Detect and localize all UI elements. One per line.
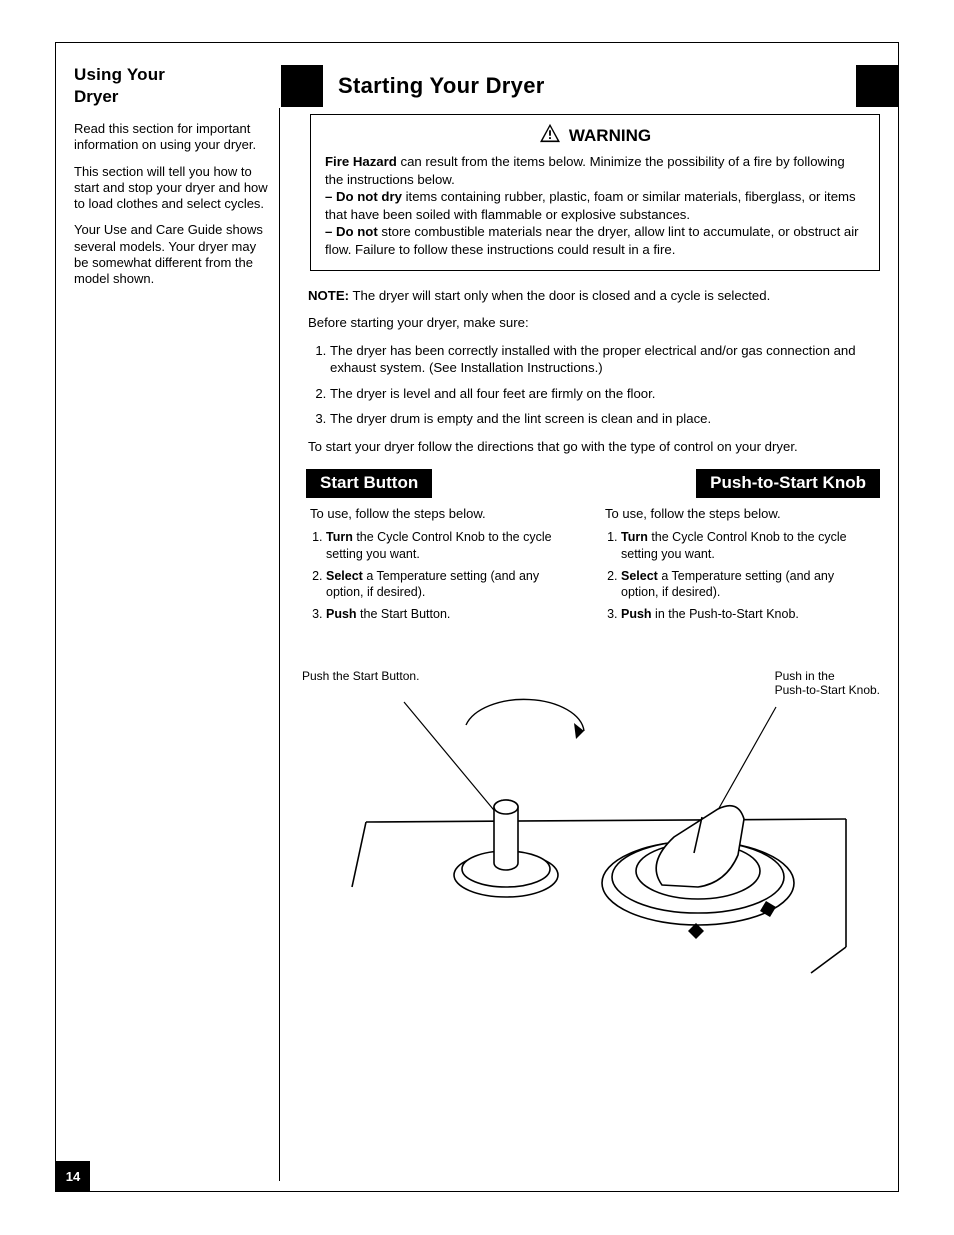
warning-line-3: – Do not store combustible materials nea…: [325, 223, 865, 258]
warning-bold-1: Fire Hazard: [325, 154, 397, 169]
left-col-lead: To use, follow the steps below.: [310, 506, 579, 523]
left-instructions-col: To use, follow the steps below. Turn the…: [308, 506, 585, 632]
after-steps-text: To start your dryer follow the direction…: [308, 438, 878, 455]
warning-head-text: WARNING: [569, 125, 651, 147]
prep-steps-list: The dryer has been correctly installed w…: [330, 342, 876, 428]
warning-bold-3: – Do not: [325, 224, 378, 239]
right-col-lead: To use, follow the steps below.: [605, 506, 874, 523]
sidebar-para-3: Your Use and Care Guide shows several mo…: [74, 222, 269, 287]
subhead-left: Start Button: [306, 469, 432, 498]
vertical-divider: [279, 108, 280, 1181]
sidebar-title-line2: Dryer: [74, 87, 269, 107]
note-paragraph: NOTE: The dryer will start only when the…: [308, 287, 878, 304]
warning-rest-3: store combustible materials near the dry…: [325, 224, 859, 256]
controls-illustration: [346, 647, 856, 977]
page-frame: 14 Using Your Dryer Read this section fo…: [55, 42, 899, 1192]
sidebar-para-1: Read this section for important informat…: [74, 121, 269, 154]
sidebar: Using Your Dryer Read this section for i…: [74, 65, 269, 297]
left-col-step-3: Push the Start Button.: [326, 606, 577, 622]
warning-line-1: Fire Hazard can result from the items be…: [325, 153, 865, 188]
subhead-right: Push-to-Start Knob: [696, 469, 880, 498]
prep-step-3: The dryer drum is empty and the lint scr…: [330, 410, 876, 427]
prep-step-2: The dryer is level and all four feet are…: [330, 385, 876, 402]
right-col-step-3: Push in the Push-to-Start Knob.: [621, 606, 872, 622]
controls-figure: Push the Start Button. Push in the Push-…: [306, 647, 884, 977]
subhead-row: Start Button Push-to-Start Knob: [306, 469, 880, 498]
warning-icon: [539, 123, 561, 149]
two-column-instructions: To use, follow the steps below. Turn the…: [308, 506, 880, 632]
prep-step-1: The dryer has been correctly installed w…: [330, 342, 876, 377]
page-number-box: 14: [56, 1161, 90, 1191]
warning-line-2: – Do not dry items containing rubber, pl…: [325, 188, 865, 223]
page-number: 14: [66, 1169, 80, 1184]
note-label: NOTE:: [308, 288, 349, 303]
before-list-intro: Before starting your dryer, make sure:: [308, 314, 878, 331]
sidebar-para-2: This section will tell you how to start …: [74, 164, 269, 213]
main-column: Starting Your Dryer WARNING Fire Hazard …: [306, 65, 884, 977]
note-text: The dryer will start only when the door …: [349, 288, 770, 303]
right-col-step-2: Select a Temperature setting (and any op…: [621, 568, 872, 601]
warning-bold-2: – Do not dry: [325, 189, 402, 204]
warning-box: WARNING Fire Hazard can result from the …: [310, 114, 880, 271]
warning-header: WARNING: [325, 123, 865, 149]
warning-rest-2: items containing rubber, plastic, foam o…: [325, 189, 856, 221]
right-instructions-col: To use, follow the steps below. Turn the…: [603, 506, 880, 632]
left-col-step-1: Turn the Cycle Control Knob to the cycle…: [326, 529, 577, 562]
left-col-step-2: Select a Temperature setting (and any op…: [326, 568, 577, 601]
main-heading: Starting Your Dryer: [338, 71, 884, 100]
right-col-step-1: Turn the Cycle Control Knob to the cycle…: [621, 529, 872, 562]
warning-rest-1: can result from the items below. Minimiz…: [325, 154, 845, 186]
sidebar-title-line1: Using Your: [74, 65, 269, 85]
